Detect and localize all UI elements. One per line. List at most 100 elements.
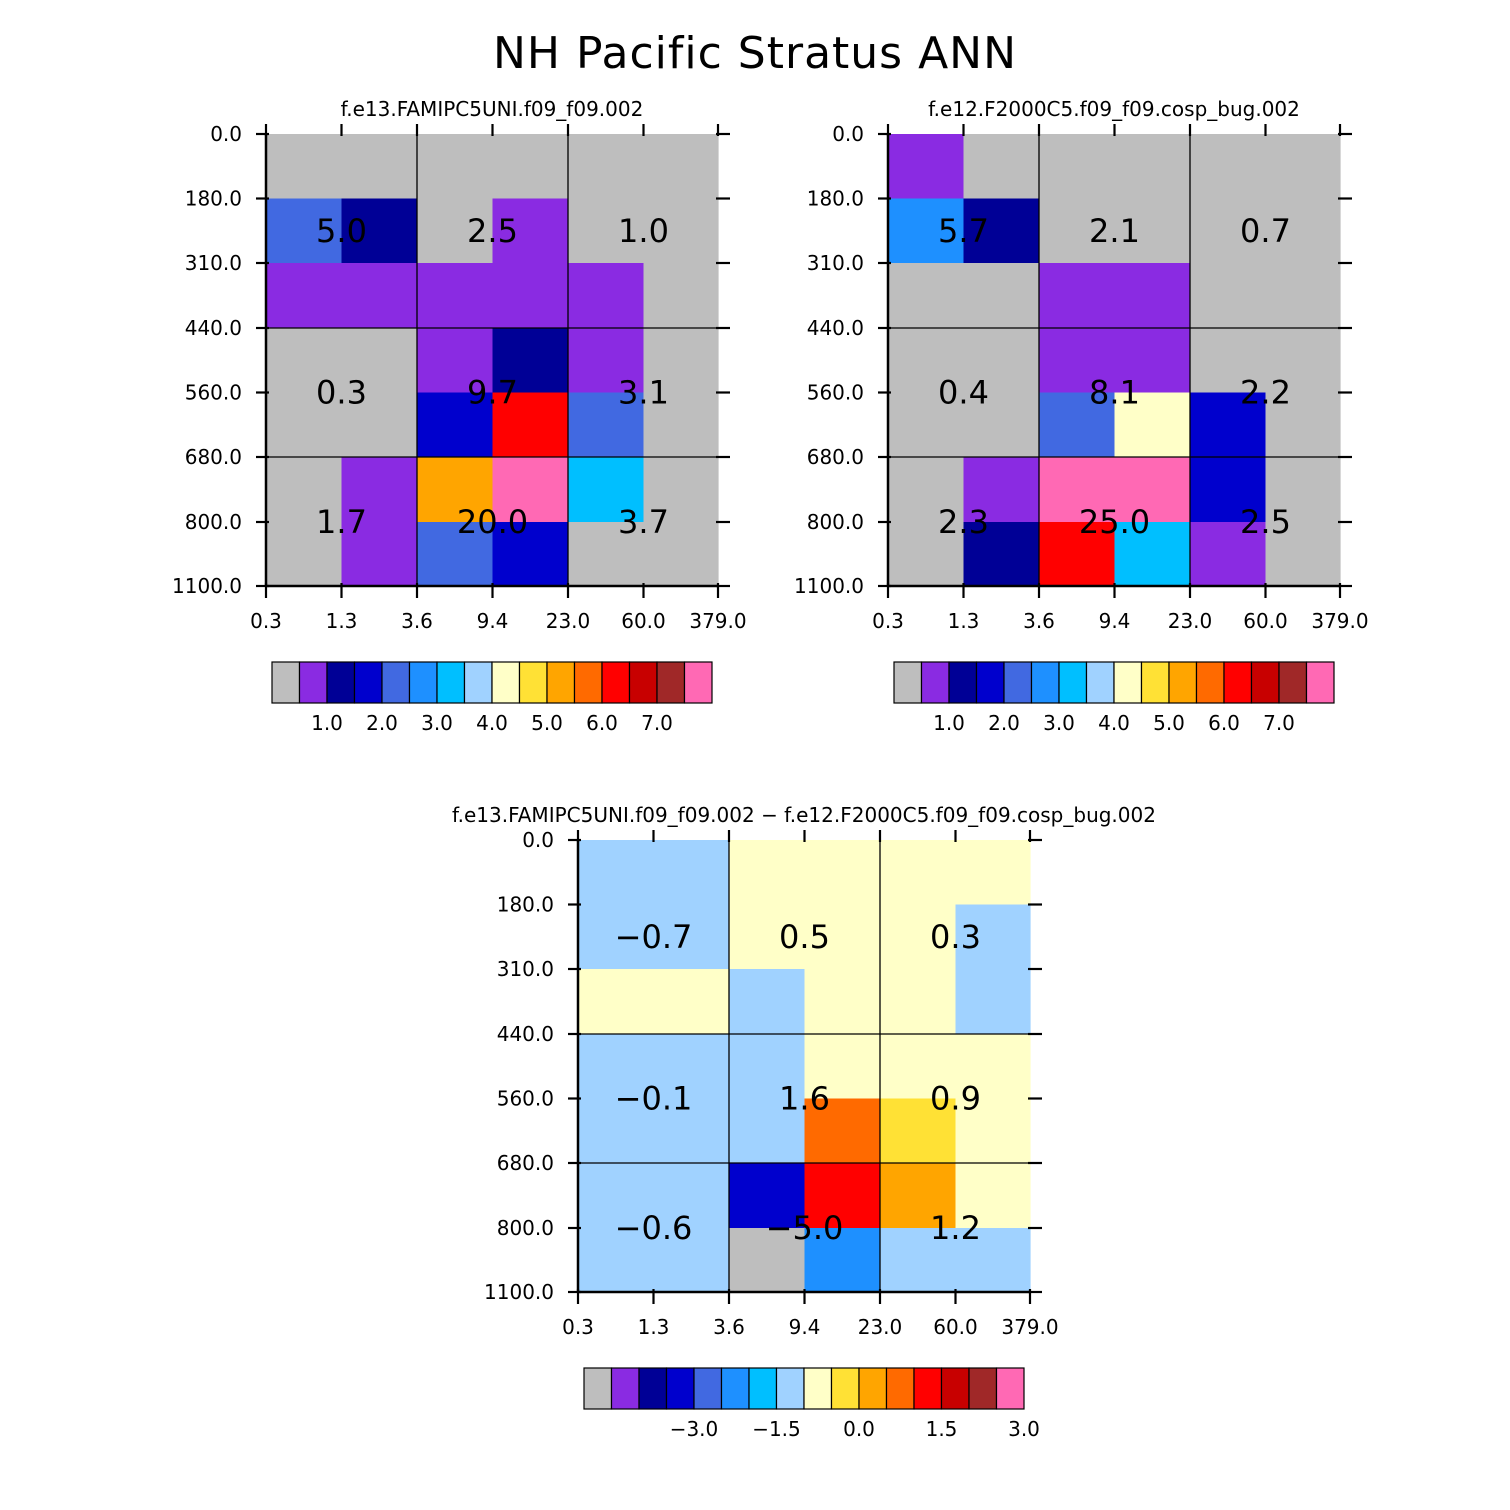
y-tick-label: 1100.0 (172, 574, 242, 598)
x-tick-label: 60.0 (1243, 609, 1288, 633)
colorbar-swatch (463, 661, 493, 704)
heatmap-cell (804, 1163, 881, 1229)
block-value-label: 2.1 (1089, 212, 1140, 250)
colorbar-label: −1.5 (752, 1417, 801, 1441)
heatmap-cell (1265, 134, 1341, 200)
y-tick-label: 180.0 (807, 187, 864, 211)
heatmap-cell (417, 328, 494, 394)
heatmap-cell (578, 1163, 655, 1229)
heatmap-cell (578, 1034, 655, 1100)
colorbar-swatch (1113, 661, 1143, 704)
block-value-label: 0.5 (779, 918, 830, 956)
colorbar-swatch (968, 1367, 998, 1410)
y-tick-label: 440.0 (497, 1022, 554, 1046)
heatmap-cell (417, 198, 494, 264)
block-value-label: 25.0 (1079, 503, 1150, 541)
heatmap-cell (955, 904, 1031, 970)
y-tick-label: 680.0 (497, 1151, 554, 1175)
heatmap-cell (1114, 328, 1191, 394)
heatmap-cell (1190, 392, 1267, 458)
block-value-label: 1.2 (930, 1209, 981, 1247)
heatmap-cell (1039, 522, 1116, 587)
colorbar-swatch (720, 1367, 750, 1410)
colorbar-swatch (913, 1367, 943, 1410)
heatmap-cell (888, 522, 965, 587)
heatmap-cell (266, 392, 343, 458)
heatmap-cell (1265, 328, 1341, 394)
x-tick-label: 0.3 (250, 609, 282, 633)
heatmap-cell (492, 522, 569, 587)
colorbar-swatch (683, 661, 713, 704)
block-value-label: 3.7 (618, 503, 669, 541)
heatmap-cell (578, 904, 655, 970)
heatmap-cell (492, 198, 569, 264)
colorbar-swatch (803, 1367, 833, 1410)
y-tick-label: 680.0 (807, 445, 864, 469)
colorbar-swatch (1250, 661, 1280, 704)
colorbar-swatch (573, 661, 603, 704)
heatmap-cell (963, 522, 1040, 587)
colorbar-swatch (1058, 661, 1088, 704)
heatmap-cell (492, 328, 569, 394)
heatmap-cell (492, 457, 569, 523)
heatmap-cell (729, 1098, 806, 1164)
colorbar-label: 3.0 (1008, 1417, 1040, 1441)
colorbar-label: 5.0 (531, 711, 563, 735)
heatmap-cell (341, 263, 418, 329)
block-value-label: 2.5 (467, 212, 518, 250)
x-tick-label: 0.3 (872, 609, 904, 633)
colorbar-swatch (995, 1367, 1025, 1410)
heatmap-cell (417, 457, 494, 523)
block-value-label: 2.2 (1240, 374, 1291, 412)
block-value-label: 3.1 (618, 374, 669, 412)
heatmap-cell (804, 1228, 881, 1293)
colorbar-swatch (893, 661, 923, 704)
colorbar-label: −3.0 (670, 1417, 719, 1441)
heatmap-cell (955, 840, 1031, 906)
y-tick-label: 310.0 (497, 957, 554, 981)
heatmap-cell (643, 522, 719, 587)
y-tick-label: 1100.0 (484, 1280, 554, 1304)
x-tick-label: 23.0 (858, 1315, 903, 1339)
heatmap-cell (888, 457, 965, 523)
y-tick-label: 310.0 (185, 251, 242, 275)
heatmap-cell (880, 1163, 957, 1229)
heatmap-cell (963, 392, 1040, 458)
colorbar-label: 2.0 (366, 711, 398, 735)
colorbar-label: 6.0 (586, 711, 618, 735)
colorbar-swatch (858, 1367, 888, 1410)
heatmap-cell (643, 328, 719, 394)
x-tick-label: 9.4 (789, 1315, 821, 1339)
heatmap-cell (880, 1034, 957, 1100)
heatmap-cell (1039, 457, 1116, 523)
block-value-label: 20.0 (457, 503, 528, 541)
heatmap-cell (578, 1098, 655, 1164)
colorbar-swatch (885, 1367, 915, 1410)
colorbar-swatch (491, 661, 521, 704)
x-tick-label: 0.3 (562, 1315, 594, 1339)
heatmap-cell (880, 1098, 957, 1164)
heatmap-cell (1114, 263, 1191, 329)
heatmap-cell (568, 328, 645, 394)
heatmap-cell (643, 392, 719, 458)
heatmap-cell (568, 522, 645, 587)
colorbar-swatch (628, 661, 658, 704)
colorbar-label: 5.0 (1153, 711, 1185, 735)
heatmap-cell (653, 1228, 730, 1293)
colorbar-label: 4.0 (476, 711, 508, 735)
heatmap-cell (888, 263, 965, 329)
heatmap-cell (729, 1034, 806, 1100)
heatmap-cell (880, 840, 957, 906)
heatmap-cell (804, 1098, 881, 1164)
heatmap-cell (1114, 134, 1191, 200)
block-value-label: −0.7 (615, 918, 693, 956)
heatmap-cell (804, 969, 881, 1035)
block-value-label: 1.6 (779, 1080, 830, 1118)
y-tick-label: 0.0 (522, 828, 554, 852)
y-tick-label: 0.0 (210, 122, 242, 146)
heatmap-cell (266, 522, 343, 587)
colorbar-label: 1.0 (311, 711, 343, 735)
x-tick-label: 23.0 (546, 609, 591, 633)
block-value-label: −5.0 (766, 1209, 844, 1247)
